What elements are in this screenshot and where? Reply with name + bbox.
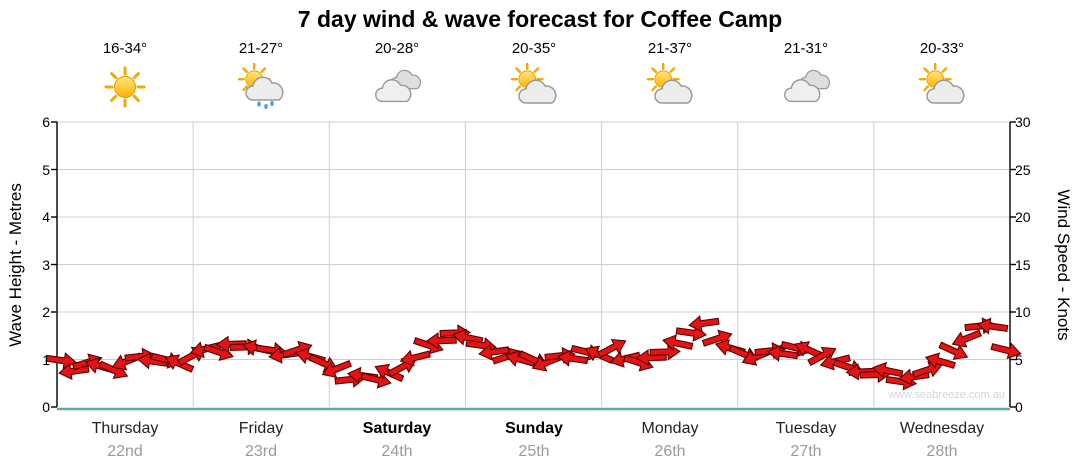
temperature-range: 21-27° [238,40,284,57]
y-tick-right: 30 [1015,114,1031,130]
y-tick-left: 4 [42,209,50,225]
y-tick-left: 0 [42,399,50,415]
day-label: Wednesday [899,420,985,437]
y-tick-right: 20 [1015,209,1031,225]
x-axis-day: Tuesday 27th [776,420,837,461]
day-column: 20-28° [373,40,421,111]
temperature-range: 20-35° [511,40,557,57]
weather-icon-sun-shower [237,63,285,111]
x-axis-day: Monday 26th [642,420,699,461]
left-axis-title: Wave Height - Metres [6,183,25,347]
day-column: 21-27° [237,40,285,111]
wind-arrows [44,313,1024,392]
day-column: 20-35° [510,40,558,111]
date-label: 24th [381,443,413,460]
date-label: 26th [654,443,686,460]
day-label: Sunday [505,420,563,437]
date-label: 22nd [107,443,143,460]
y-tick-left: 3 [42,257,50,273]
day-column: 20-33° [918,40,966,111]
day-label: Thursday [91,420,159,437]
x-axis-day: Saturday 24th [363,420,431,461]
day-label: Saturday [362,420,432,437]
day-label: Tuesday [775,420,837,437]
weather-icon-sun [101,63,149,111]
temperature-range: 21-31° [783,40,829,57]
day-label: Friday [238,420,284,437]
x-axis-day: Wednesday 28th [900,420,984,461]
temperature-range: 16-34° [102,40,148,57]
x-axis-day: Friday 23rd [239,420,283,461]
y-tick-right: 10 [1015,304,1031,320]
weather-icon-sun-cloud [646,63,694,111]
weather-icon-clouds [782,63,830,111]
date-label: 25th [518,443,550,460]
right-axis-title: Wind Speed - Knots [1054,189,1073,341]
y-tick-right: 25 [1015,162,1031,178]
y-tick-left: 2 [42,304,50,320]
day-column: 16-34° [101,40,149,111]
weather-icon-sun-cloud [510,63,558,111]
date-label: 28th [926,443,958,460]
day-column: 21-37° [646,40,694,111]
weather-icon-sun-cloud [918,63,966,111]
y-tick-right: 5 [1015,352,1023,368]
date-label: 23rd [244,443,278,460]
y-tick-left: 5 [42,162,50,178]
weather-icon-clouds [373,63,421,111]
y-tick-left: 1 [42,352,50,368]
day-column: 21-31° [782,40,830,111]
x-axis-day: Sunday 25th [505,420,563,461]
y-tick-right: 15 [1015,257,1031,273]
watermark: www.seabreeze.com.au [888,389,1005,401]
y-tick-right: 0 [1015,399,1023,415]
gridlines [51,121,1016,411]
day-label: Monday [641,420,699,437]
temperature-range: 20-28° [374,40,420,57]
temperature-range: 20-33° [919,40,965,57]
x-axis-day: Thursday 22nd [92,420,159,461]
temperature-range: 21-37° [647,40,693,57]
y-tick-left: 6 [42,114,50,130]
date-label: 27th [790,443,822,460]
page-title: 7 day wind & wave forecast for Coffee Ca… [297,6,783,32]
